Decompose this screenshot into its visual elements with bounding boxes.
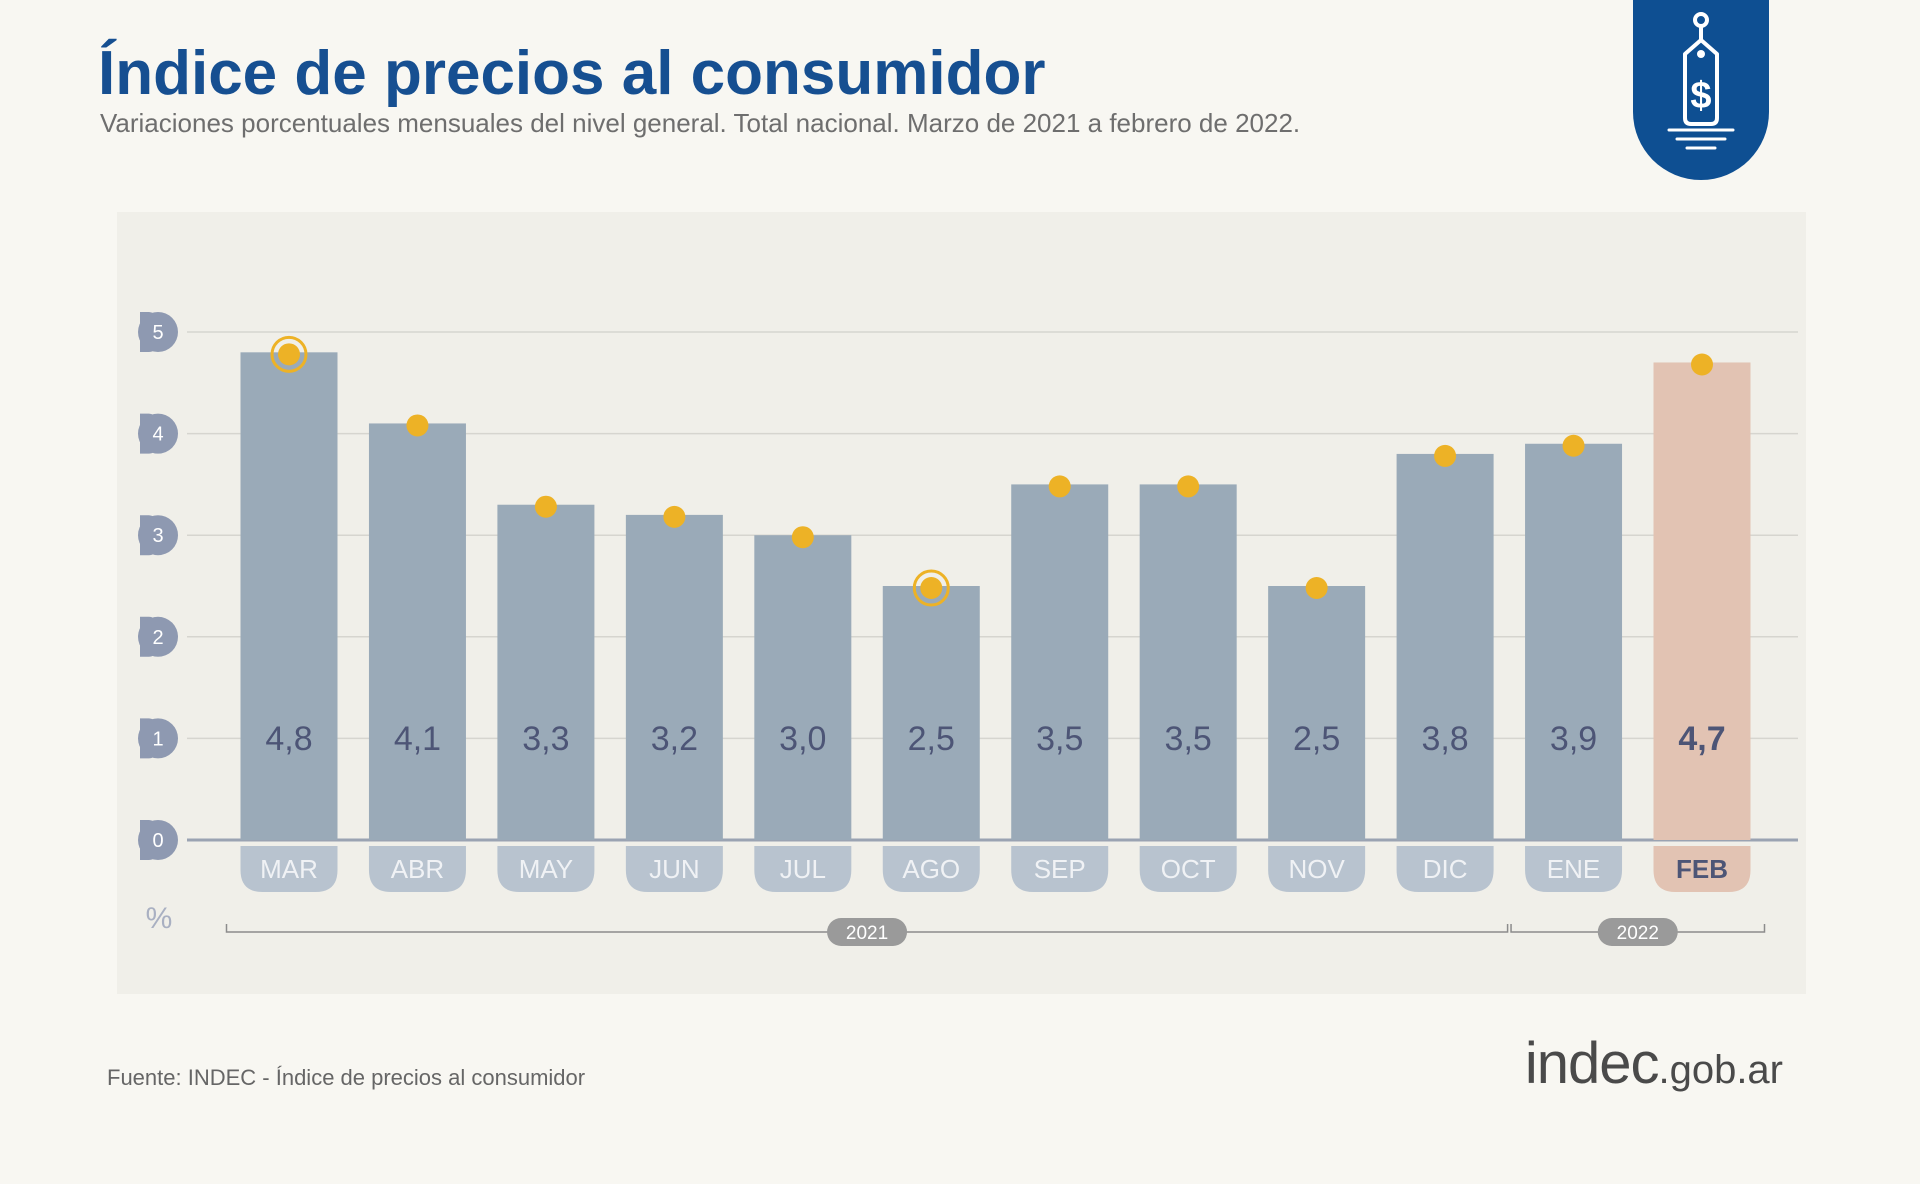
y-tick-label: 1 [152, 728, 163, 750]
y-tick-label: 2 [152, 627, 163, 649]
data-point [1177, 475, 1200, 498]
price-tag-badge: $ [1633, 0, 1769, 180]
chart-panel: 0 1 2 3 4 5% 4,8 MAR 4,1 ABR 3,3 MAY 3,2 JUN 3,0 JUL 2,5… [117, 212, 1806, 994]
data-point [663, 505, 686, 528]
x-tick-label: JUL [780, 854, 826, 884]
bar [368, 423, 466, 840]
y-tick-circle [138, 515, 178, 556]
y-axis-unit: % [146, 902, 173, 935]
bar-value-label: 3,5 [1036, 720, 1083, 758]
bar [1396, 453, 1494, 840]
x-tick-label: AGO [902, 854, 960, 884]
bar [1525, 443, 1623, 840]
highlight-ring [270, 335, 308, 373]
month-tab [1653, 846, 1751, 892]
x-tick-label: DIC [1423, 854, 1468, 884]
bar-value-label: 3,8 [1421, 720, 1468, 758]
bar-value-label: 3,3 [522, 720, 569, 758]
month-tab [625, 846, 723, 892]
x-tick-label: JUN [649, 854, 700, 884]
bar-value-label: 2,5 [1293, 720, 1340, 758]
data-point [278, 343, 300, 366]
bar [754, 535, 852, 840]
x-tick-label: OCT [1161, 854, 1216, 884]
chart-subtitle: Variaciones porcentuales mensuales del n… [100, 108, 1301, 138]
y-tick-circle [138, 413, 178, 454]
x-tick-label: ENE [1547, 854, 1600, 884]
y-tick-label: 5 [152, 322, 163, 344]
bar-value-label: 4,8 [265, 720, 312, 758]
highlight-ring [912, 569, 950, 607]
bar-value-label: 4,1 [394, 720, 441, 758]
bar-value-label: 2,5 [908, 720, 955, 758]
month-tab [497, 846, 595, 892]
site-logo[interactable]: indec.gob.ar [1525, 1033, 1783, 1110]
svg-text:$: $ [1690, 75, 1711, 117]
bar-value-label: 3,5 [1165, 720, 1212, 758]
data-point [791, 526, 814, 549]
bar [1139, 484, 1237, 840]
data-point [1562, 434, 1585, 457]
bar [1653, 362, 1751, 840]
x-tick-label: ABR [391, 854, 444, 884]
y-tick-label: 3 [152, 525, 163, 547]
month-tab [1268, 846, 1366, 892]
x-tick-label: MAY [519, 854, 573, 884]
data-point [1691, 353, 1713, 376]
data-point [534, 495, 557, 518]
bar-chart: 0 1 2 3 4 5% 4,8 MAR 4,1 ABR 3,3 MAY 3,2 JUN 3,0 JUL 2,5… [138, 312, 1798, 946]
data-point [1434, 444, 1457, 467]
month-tab [1525, 846, 1623, 892]
month-tab [240, 846, 338, 892]
year-label: 2022 [1617, 923, 1659, 944]
y-tick-circle [138, 616, 178, 657]
y-tick-label: 0 [152, 830, 163, 852]
bar [497, 504, 595, 840]
site-domain: .gob.ar [1658, 1048, 1783, 1092]
bar [625, 514, 723, 840]
bar [1011, 484, 1109, 840]
y-tick-label: 4 [152, 424, 163, 446]
x-tick-label: SEP [1034, 854, 1086, 884]
month-tab [754, 846, 852, 892]
month-tab [1011, 846, 1109, 892]
year-pill [827, 918, 908, 946]
bar-value-label: 3,0 [779, 720, 826, 758]
x-tick-label: MAR [260, 854, 318, 884]
site-brand: indec [1524, 1031, 1660, 1096]
data-point [1048, 475, 1071, 498]
bar-value-label: 3,9 [1550, 720, 1597, 758]
chart-title: Índice de precios al consumidor [98, 39, 1046, 108]
data-point [920, 577, 943, 599]
x-tick-label: NOV [1288, 854, 1345, 884]
year-label: 2021 [846, 923, 888, 944]
month-tab [1396, 846, 1494, 892]
bar [882, 586, 980, 840]
month-tab [368, 846, 466, 892]
y-tick-circle [138, 718, 178, 759]
bar [240, 352, 338, 840]
year-pill [1597, 918, 1678, 946]
bar [1268, 586, 1366, 840]
bar-value-label: 4,7 [1678, 720, 1725, 758]
y-tick-circle [138, 820, 178, 860]
data-point [406, 414, 429, 437]
data-point [1305, 577, 1328, 599]
month-tab [882, 846, 980, 892]
x-tick-label: FEB [1676, 854, 1728, 884]
month-tab [1139, 846, 1237, 892]
source-note: Fuente: INDEC - Índice de precios al con… [107, 1065, 586, 1090]
price-tag-dollar-icon: $ [1667, 12, 1735, 150]
bar-value-label: 3,2 [651, 720, 698, 758]
y-tick-circle [138, 312, 178, 352]
